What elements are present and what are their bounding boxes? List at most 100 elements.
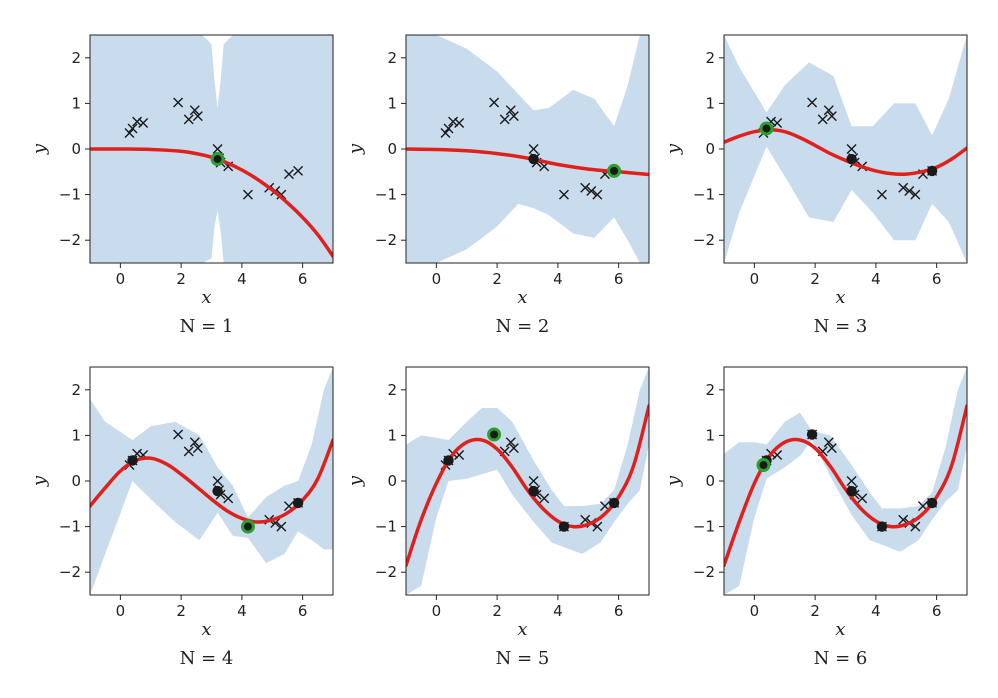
observed-point (846, 153, 857, 165)
candidate-point (508, 111, 519, 122)
candidate-point (212, 144, 223, 154)
y-tick-label: 2 (387, 49, 397, 67)
y-tick-label: 1 (71, 94, 81, 112)
confidence-band (90, 35, 333, 263)
observed-point (846, 485, 857, 497)
candidate-point (293, 165, 304, 176)
candidate-point (857, 493, 868, 504)
candidate-point (138, 118, 149, 129)
observed-point (558, 521, 570, 532)
candidate-point (592, 189, 603, 200)
y-ticks: −2 −1 0 1 2 (59, 381, 90, 581)
y-tick-label: −2 (375, 563, 397, 581)
y-tick-label: 2 (387, 381, 397, 399)
x-axis-label: x (201, 619, 211, 640)
x-axis-label: x (835, 287, 845, 308)
plot-area (90, 35, 333, 263)
y-ticks: −2 −1 0 1 2 (693, 49, 724, 249)
candidate-point (489, 97, 500, 108)
y-tick-label: −1 (375, 186, 397, 204)
y-tick-label: −2 (59, 563, 81, 581)
x-tick-label: 0 (432, 270, 442, 288)
observed-point (926, 497, 938, 509)
plot-area (406, 367, 649, 595)
candidate-point (898, 182, 909, 193)
mean-curve (90, 147, 333, 258)
candidate-point (283, 169, 294, 180)
x-axis-label: x (835, 619, 845, 640)
confidence-band (724, 35, 967, 263)
observed-point (292, 497, 304, 509)
y-ticks: −2 −1 0 1 2 (375, 381, 406, 581)
x-axis-label: x (517, 287, 527, 308)
candidate-point (910, 521, 921, 532)
new-point (210, 152, 225, 167)
x-tick-label: 4 (237, 602, 247, 620)
candidate-point (448, 116, 459, 127)
x-tick-label: 2 (492, 270, 502, 288)
candidate-point (124, 128, 135, 139)
candidate-point (276, 189, 287, 200)
confidence-band (406, 367, 649, 595)
x-axis-label: x (201, 287, 211, 308)
x-ticks: 0 2 4 6 (750, 263, 941, 288)
x-tick-label: 2 (176, 270, 186, 288)
new-point (759, 121, 774, 136)
panel-caption: N = 1 (180, 316, 234, 337)
candidate-point (876, 189, 887, 200)
candidate-point (558, 189, 569, 200)
x-tick-label: 2 (810, 602, 820, 620)
confidence-band (406, 35, 649, 263)
x-axis-label: x (517, 619, 527, 640)
y-ticks: −2 −1 0 1 2 (693, 381, 724, 581)
observed-points (443, 455, 620, 532)
x-tick-label: 4 (237, 270, 247, 288)
candidate-point (817, 114, 828, 125)
candidate-point (242, 189, 253, 200)
y-tick-label: 1 (387, 94, 397, 112)
new-point (607, 163, 622, 178)
panel-caption: N = 5 (496, 648, 550, 669)
y-tick-label: 0 (71, 140, 81, 158)
y-tick-label: 1 (705, 426, 715, 444)
confidence-band (724, 367, 967, 595)
x-tick-label: 2 (810, 270, 820, 288)
x-tick-label: 0 (432, 602, 442, 620)
observed-point (528, 485, 539, 497)
x-tick-label: 4 (871, 602, 881, 620)
y-tick-label: −1 (59, 518, 81, 536)
candidate-point (846, 476, 857, 486)
observed-point (926, 165, 938, 177)
x-tick-label: 6 (614, 602, 624, 620)
new-point (487, 427, 502, 442)
candidate-point (508, 443, 519, 454)
y-tick-label: 0 (705, 140, 715, 158)
observed-point (528, 153, 539, 165)
observed-point (212, 485, 223, 497)
observed-points (127, 455, 304, 509)
candidate-point (580, 182, 591, 193)
confidence-band (90, 367, 333, 595)
candidate-point (192, 111, 203, 122)
x-tick-label: 4 (871, 270, 881, 288)
x-tick-label: 0 (116, 602, 126, 620)
candidate-point (586, 185, 597, 196)
observed-point (806, 429, 818, 440)
y-tick-label: −1 (59, 186, 81, 204)
x-tick-label: 6 (932, 602, 942, 620)
x-tick-label: 4 (553, 270, 563, 288)
plot-area (724, 35, 967, 263)
candidate-point (192, 443, 203, 454)
y-axis-label: y (29, 143, 50, 155)
y-tick-label: −2 (59, 231, 81, 249)
observed-point (443, 455, 454, 466)
panel-caption: N = 4 (180, 648, 234, 669)
plot-area (90, 367, 333, 595)
y-tick-label: 2 (705, 381, 715, 399)
x-tick-label: 6 (298, 270, 308, 288)
panel-caption: N = 2 (496, 316, 550, 337)
y-axis-label: y (29, 475, 50, 487)
candidate-point (826, 111, 837, 122)
